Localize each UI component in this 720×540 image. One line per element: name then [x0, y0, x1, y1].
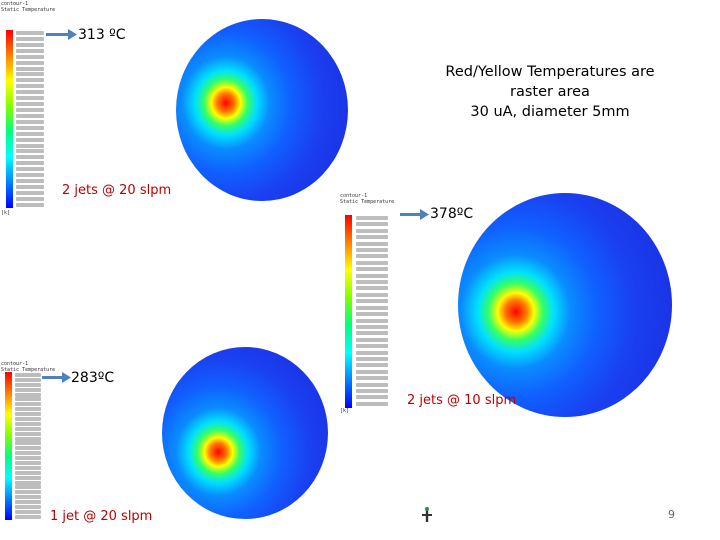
callout-arrow — [42, 372, 71, 383]
config-top: 2 jets @ 20 slpm — [62, 183, 172, 198]
contour-disc-bottom — [162, 347, 328, 519]
contour-disc-top — [176, 19, 348, 201]
callout-top-temperature: 313 ºC — [78, 27, 126, 43]
callout-right-temperature: 378ºC — [430, 206, 474, 222]
logo-icon — [422, 507, 432, 522]
raster-note-line: raster area — [510, 84, 590, 100]
raster-note-line: 30 uA, diameter 5mm — [470, 104, 630, 120]
colorbar — [345, 215, 352, 408]
raster-note: Red/Yellow Temperatures are raster area … — [420, 62, 680, 122]
colorbar — [5, 372, 12, 520]
legend-header: Static Temperature — [340, 199, 395, 205]
page-number: 9 — [668, 508, 675, 521]
colorbar — [6, 30, 13, 208]
contour-disc-right — [458, 193, 672, 417]
legend-header: contour-1 — [1, 361, 29, 367]
config-right: 2 jets @ 10 slpm — [407, 393, 517, 408]
legend-header: contour-1 — [1, 1, 29, 7]
legend-header: Static Temperature — [1, 7, 56, 13]
colorbar-labels — [356, 216, 388, 406]
legend-header: Static Temperature — [1, 367, 56, 373]
legend-header: contour-1 — [340, 193, 368, 199]
callout-arrow — [400, 209, 429, 220]
colorbar-labels — [15, 373, 41, 519]
config-bottom: 1 jet @ 20 slpm — [50, 509, 153, 524]
legend-unit: [k] — [1, 210, 11, 216]
callout-arrow — [46, 29, 77, 40]
callout-bottom-temperature: 283ºC — [71, 370, 115, 386]
legend-unit: [k] — [340, 408, 350, 414]
colorbar-labels — [16, 31, 44, 207]
raster-note-line: Red/Yellow Temperatures are — [445, 64, 655, 80]
